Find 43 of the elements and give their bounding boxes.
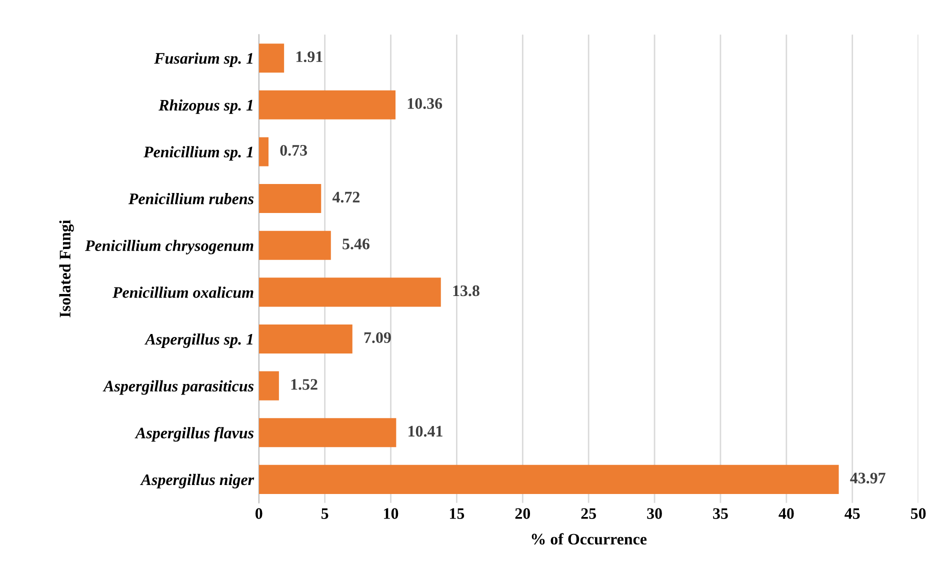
data-label: 5.46 [342,238,370,250]
x-tick-label: 50 [910,508,926,519]
y-tick-label: Rhizopus sp. 1 [158,99,252,114]
y-tick-label: Fusarium sp. 1 [154,52,252,68]
data-label: 43.97 [850,472,886,484]
data-label: 10.41 [408,426,442,437]
bar [258,184,322,214]
bar [258,44,284,73]
bar [258,464,839,494]
x-tick-label: 10 [384,508,398,519]
bar [258,324,352,354]
bar [258,230,331,260]
x-tick-label: 15 [450,508,464,519]
x-tick-label: 40 [778,508,794,519]
bar [258,137,269,166]
bar [258,90,396,120]
x-axis-title: % of Occurrence [532,533,647,545]
x-tick-label: 45 [844,508,860,519]
bar [258,278,441,307]
data-label: 4.72 [332,192,360,203]
x-tick-label: 25 [581,508,596,519]
bar [258,418,396,448]
data-label: 7.09 [364,332,391,344]
data-label: 0.73 [280,144,308,156]
y-tick-label: Penicillium chrysogenum [84,240,254,254]
y-axis-title: Isolated Fungi [59,220,74,318]
y-tick-label: Aspergillus niger [140,474,254,488]
bar [258,371,279,400]
data-label: 13.8 [453,285,480,296]
data-label: 1.91 [296,51,322,62]
data-label: 10.36 [408,98,442,109]
x-tick-label: 5 [321,508,328,519]
y-tick-label: Penicillium sp. 1 [144,146,252,161]
x-tick-label: 20 [515,508,530,519]
x-tick-label: 35 [713,508,728,519]
y-tick-label: Penicillium rubens [128,193,254,204]
y-tick-label: Penicillium oxalicum [112,286,254,298]
y-tick-label: Aspergillus flavus [134,427,254,442]
x-tick-label: 0 [256,508,262,519]
data-label: 1.52 [291,379,318,390]
y-tick-label: Aspergillus parasiticus [102,380,254,395]
y-tick-label: Aspergillus sp. 1 [144,333,252,348]
x-tick-label: 30 [647,508,662,519]
